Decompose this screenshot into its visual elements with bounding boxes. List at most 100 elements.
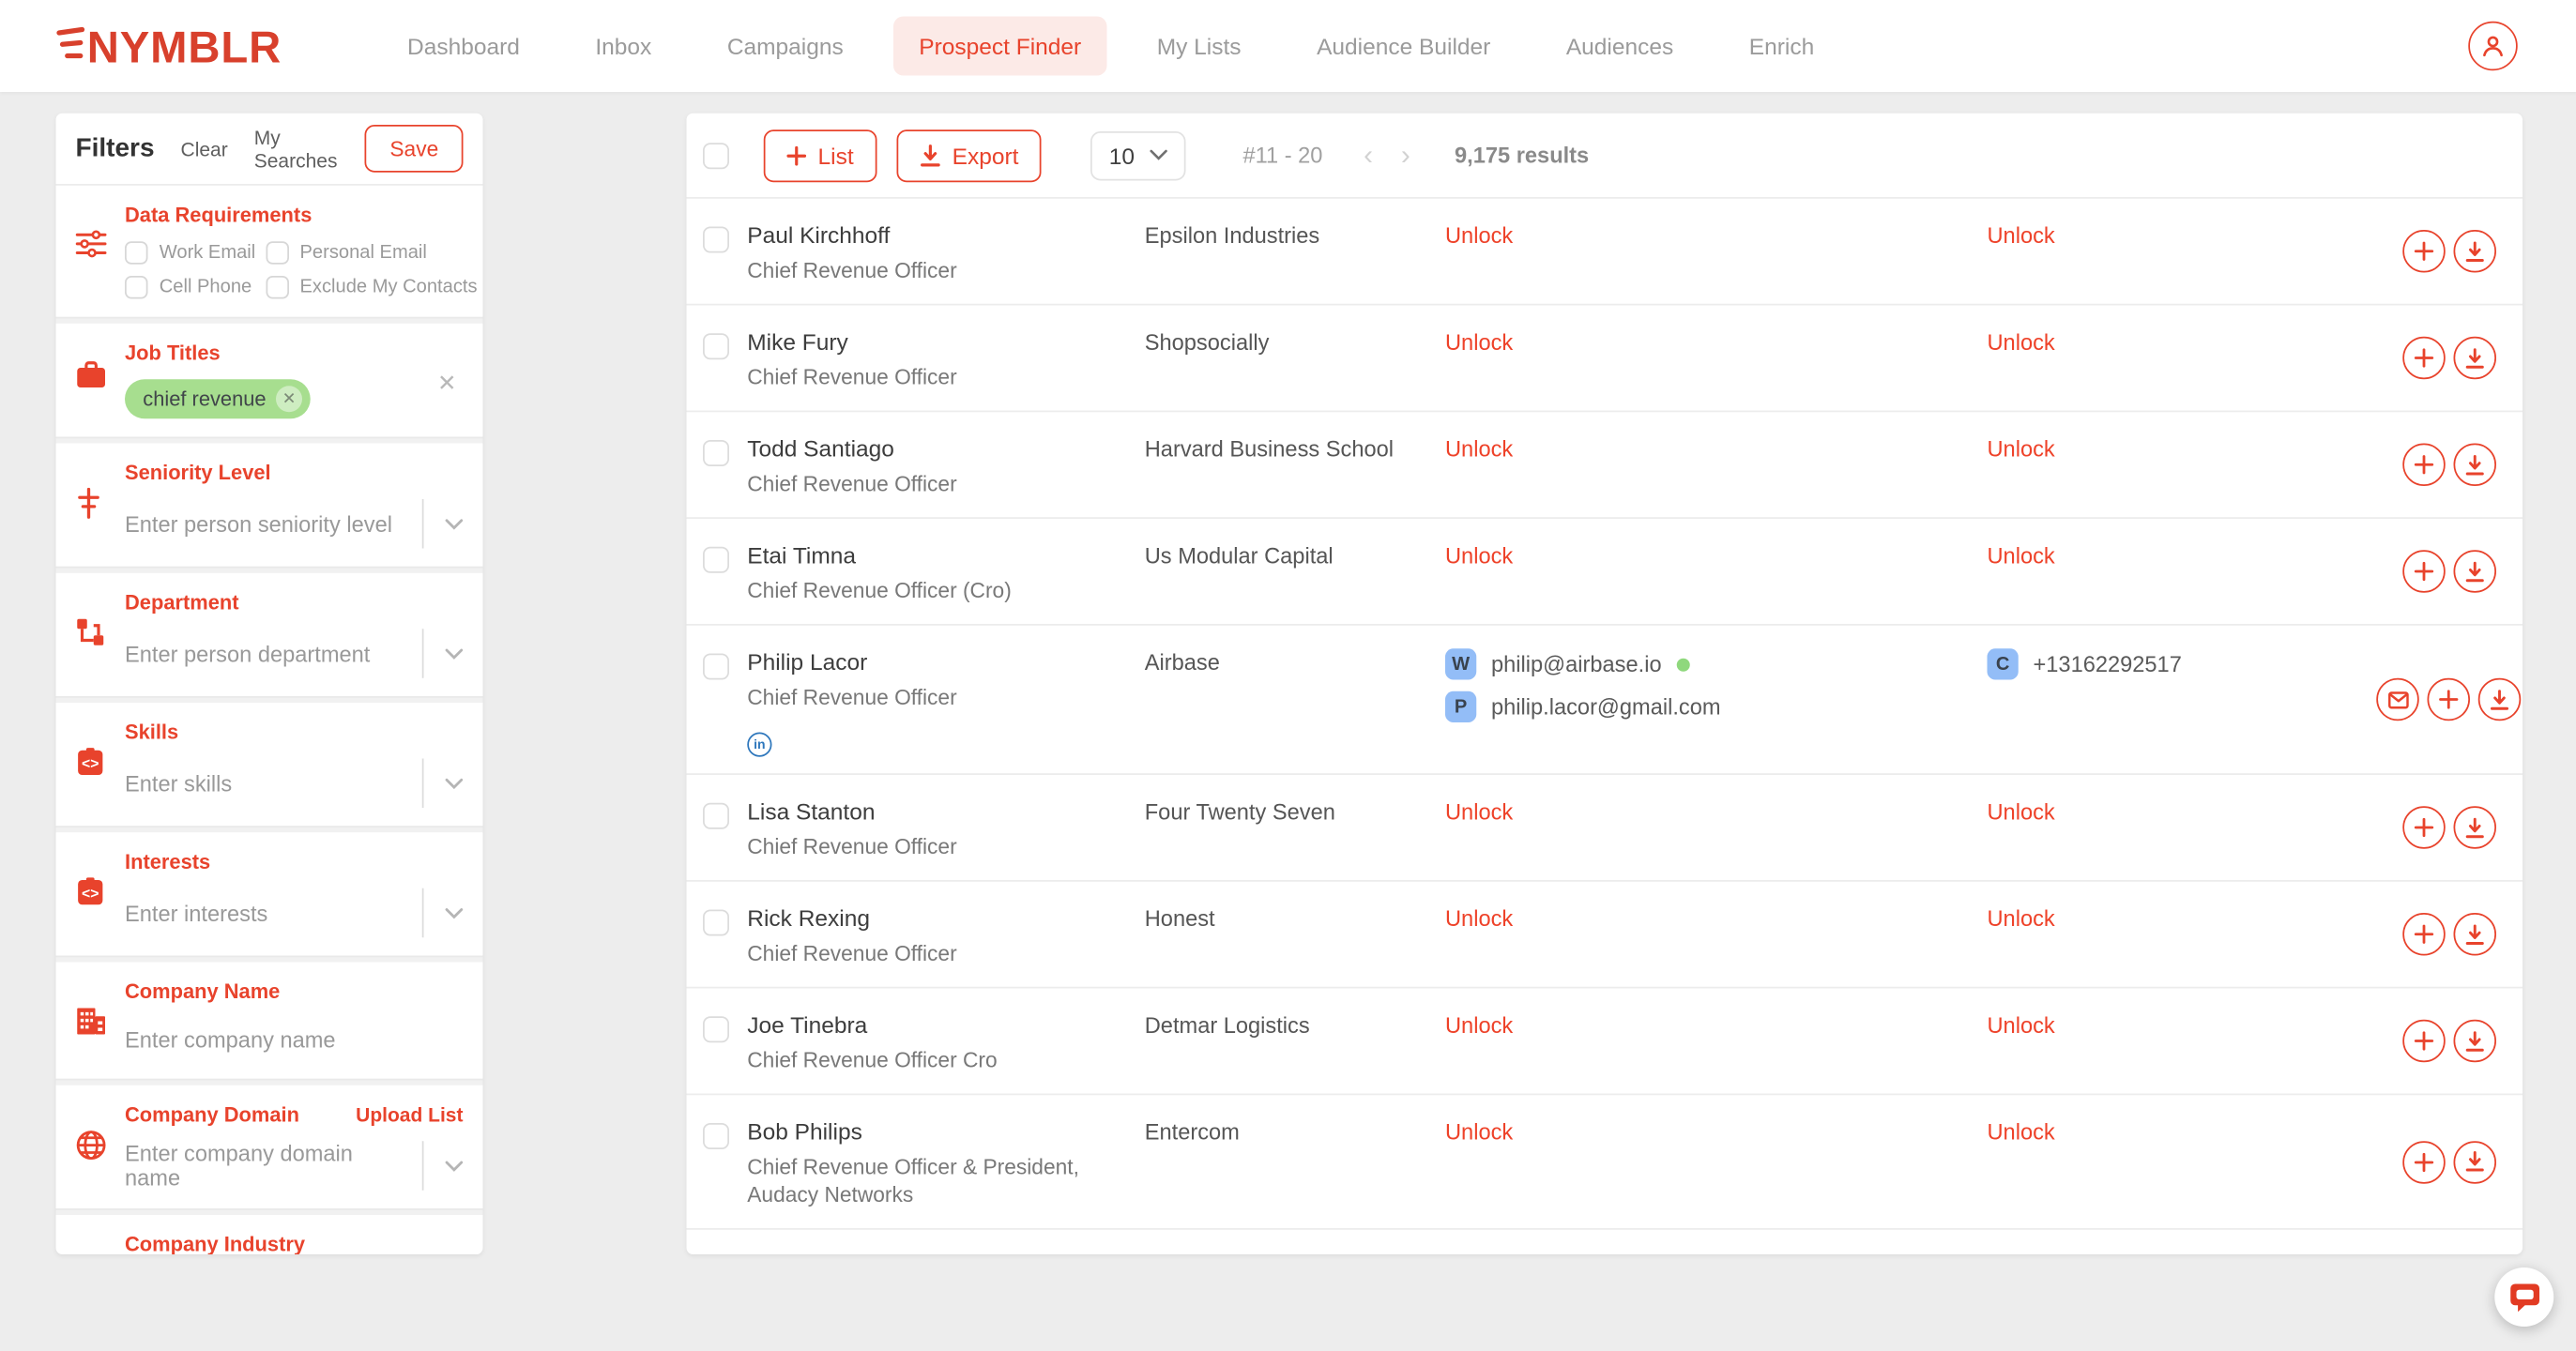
add-to-list-button[interactable] [2402, 443, 2446, 486]
checkbox[interactable] [265, 241, 289, 265]
row-checkbox[interactable] [703, 802, 729, 829]
download-contact-button[interactable] [2453, 230, 2496, 273]
nav-item-dashboard[interactable]: Dashboard [407, 33, 520, 59]
add-to-list-button[interactable] [2402, 230, 2446, 273]
nav-item-audiences[interactable]: Audiences [1565, 33, 1674, 59]
checkbox-personal-email[interactable]: Personal Email [265, 241, 478, 265]
divider [55, 1208, 483, 1215]
add-to-list-button[interactable] [2402, 806, 2446, 849]
next-page-button[interactable]: › [1400, 139, 1410, 171]
checkbox-cell-phone[interactable]: Cell Phone [125, 276, 255, 299]
row-actions [2376, 443, 2506, 486]
remove-chip-icon[interactable]: ✕ [276, 386, 303, 413]
prospect-row: Todd Santiago Chief Revenue Officer Harv… [686, 412, 2523, 519]
nymblr-logo[interactable]: NYMBLR [56, 18, 316, 74]
row-checkbox[interactable] [703, 546, 729, 573]
sliders-icon [75, 204, 126, 299]
row-actions [2376, 230, 2506, 273]
add-to-list-button[interactable] [2402, 1140, 2446, 1183]
row-checkbox[interactable] [703, 1016, 729, 1043]
unlock-link[interactable]: Unlock [1445, 329, 1514, 355]
seniority-level-input[interactable]: Enter person seniority level [125, 511, 392, 537]
add-to-list-button[interactable] [2402, 913, 2446, 956]
unlock-link[interactable]: Unlock [1987, 223, 2055, 249]
divider [55, 316, 483, 324]
unlock-link[interactable]: Unlock [1987, 543, 2055, 569]
row-checkbox[interactable] [703, 1123, 729, 1149]
clear-filters-link[interactable]: Clear [180, 137, 228, 160]
prev-page-button[interactable]: ‹ [1364, 139, 1374, 171]
row-checkbox[interactable] [703, 909, 729, 936]
clear-section-icon[interactable]: ✕ [436, 369, 457, 396]
download-contact-button[interactable] [2453, 806, 2496, 849]
add-to-list-button[interactable] [2402, 550, 2446, 593]
checkbox-exclude-my-contacts[interactable]: Exclude My Contacts [265, 276, 478, 299]
add-to-list-button[interactable] [2402, 336, 2446, 380]
row-actions [2376, 1140, 2506, 1183]
unlock-link[interactable]: Unlock [1445, 906, 1514, 932]
live-chat-button[interactable] [2494, 1268, 2554, 1327]
row-checkbox[interactable] [703, 226, 729, 253]
checkbox-work-email[interactable]: Work Email [125, 241, 255, 265]
seniority-dropdown-toggle[interactable] [421, 499, 464, 549]
department-dropdown-toggle[interactable] [421, 629, 464, 678]
linkedin-icon[interactable]: in [747, 732, 772, 757]
company-name-input[interactable]: Enter company name [125, 1026, 336, 1052]
department-input[interactable]: Enter person department [125, 641, 371, 666]
unlock-link[interactable]: Unlock [1987, 1119, 2055, 1145]
interests-input[interactable]: Enter interests [125, 900, 268, 926]
row-checkbox[interactable] [703, 333, 729, 360]
company-domain-dropdown-toggle[interactable] [421, 1141, 464, 1191]
unlock-link[interactable]: Unlock [1987, 329, 2055, 355]
interests-dropdown-toggle[interactable] [421, 888, 464, 938]
checkbox[interactable] [125, 241, 148, 265]
download-contact-button[interactable] [2453, 550, 2496, 593]
nav-item-enrich[interactable]: Enrich [1748, 33, 1815, 59]
download-contact-button[interactable] [2453, 443, 2496, 486]
unlock-link[interactable]: Unlock [1987, 799, 2055, 825]
unlock-link[interactable]: Unlock [1445, 223, 1514, 249]
skills-dropdown-toggle[interactable] [421, 758, 464, 808]
nav-item-my-lists[interactable]: My Lists [1156, 33, 1242, 59]
account-menu-button[interactable] [2468, 21, 2518, 71]
skills-input[interactable]: Enter skills [125, 770, 233, 796]
unlock-link[interactable]: Unlock [1445, 799, 1514, 825]
download-contact-button[interactable] [2453, 913, 2496, 956]
unlock-link[interactable]: Unlock [1445, 543, 1514, 569]
checkbox[interactable] [265, 276, 289, 299]
export-button[interactable]: Export [896, 129, 1042, 182]
unlock-link[interactable]: Unlock [1987, 906, 2055, 932]
my-searches-link[interactable]: My Searches [253, 125, 338, 172]
row-checkbox[interactable] [703, 653, 729, 680]
nav-item-inbox[interactable]: Inbox [595, 33, 652, 59]
unlock-link[interactable]: Unlock [1445, 1119, 1514, 1145]
upload-list-link[interactable]: Upload List [356, 1103, 464, 1127]
unlock-link[interactable]: Unlock [1987, 1012, 2055, 1038]
download-contact-button[interactable] [2477, 677, 2522, 721]
prospect-name: Philip Lacor [747, 648, 868, 676]
add-to-list-button[interactable] [2427, 677, 2470, 721]
download-contact-button[interactable] [2453, 1019, 2496, 1063]
unlock-link[interactable]: Unlock [1445, 436, 1514, 462]
send-email-button[interactable] [2376, 677, 2419, 721]
nav-item-prospect-finder[interactable]: Prospect Finder [892, 16, 1108, 76]
unlock-link[interactable]: Unlock [1987, 436, 2055, 462]
chat-bubble-icon [2509, 1283, 2539, 1312]
company-domain-input[interactable]: Enter company domain name [125, 1141, 353, 1191]
download-contact-button[interactable] [2453, 336, 2496, 380]
row-checkbox[interactable] [703, 440, 729, 466]
add-to-list-button[interactable]: List [763, 129, 877, 182]
email-cell: Unlock [1445, 904, 1988, 934]
nav-item-campaigns[interactable]: Campaigns [726, 33, 844, 59]
page-size-select[interactable]: 10 [1090, 130, 1186, 180]
download-contact-button[interactable] [2453, 1140, 2496, 1183]
unlock-link[interactable]: Unlock [1445, 1012, 1514, 1038]
add-to-list-button[interactable] [2402, 1019, 2446, 1063]
select-all-checkbox[interactable] [703, 142, 729, 169]
checkbox[interactable] [125, 276, 148, 299]
save-search-button[interactable]: Save [365, 125, 464, 173]
nav-item-audience-builder[interactable]: Audience Builder [1317, 33, 1491, 59]
filter-section-company-name: Company Name Enter company name [56, 963, 483, 1079]
prospect-company: Harvard Business School [1144, 436, 1395, 462]
